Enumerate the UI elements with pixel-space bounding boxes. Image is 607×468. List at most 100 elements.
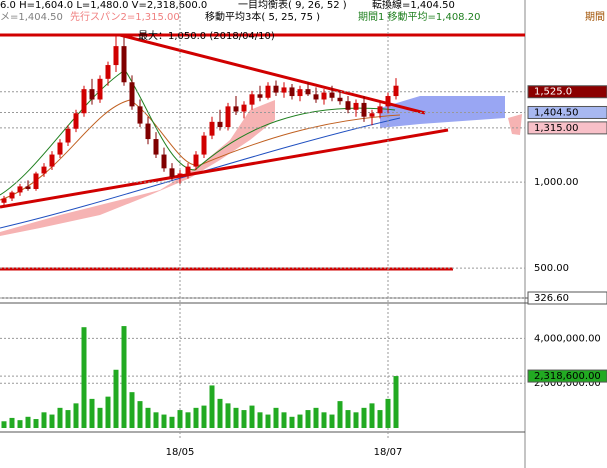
candle-body: [41, 166, 47, 174]
volume-bar: [169, 416, 175, 428]
candle-body: [369, 113, 375, 117]
candle-body: [321, 92, 327, 100]
candle-body: [385, 96, 391, 107]
candle-body: [329, 92, 335, 98]
candle-body: [273, 85, 279, 93]
volume-bar: [65, 410, 71, 428]
volume-bar: [41, 412, 47, 428]
candle-body: [217, 121, 223, 128]
candle-body: [361, 102, 367, 117]
volume-bar: [321, 412, 327, 428]
volume-bar: [81, 327, 87, 428]
volume-bar: [345, 410, 351, 428]
volume-bar: [361, 407, 367, 428]
candle-body: [393, 85, 399, 97]
moving-average: [0, 69, 396, 196]
volume-bar: [337, 401, 343, 428]
volume-bar: [105, 396, 111, 428]
x-tick-label: 18/05: [166, 447, 195, 458]
volume-bar: [369, 403, 375, 428]
volume-bar: [281, 412, 287, 428]
volume-bar: [377, 410, 383, 428]
marker-box: [527, 291, 607, 305]
x-tick-label: 18/07: [374, 447, 403, 458]
moving-average: [0, 99, 401, 201]
candle-body: [289, 87, 295, 97]
volume-bar: [57, 407, 63, 428]
candle-body: [177, 173, 183, 177]
candle-body: [89, 89, 95, 100]
candle-body: [185, 166, 191, 174]
cloud: [508, 114, 522, 135]
volume-bar: [33, 419, 39, 428]
marker-box: [527, 85, 607, 99]
candle-body: [73, 113, 79, 129]
volume-bar: [249, 405, 255, 428]
volume-bar: [113, 369, 119, 428]
candle-body: [65, 128, 71, 143]
trendline: [0, 128, 449, 209]
volume-bar: [217, 398, 223, 428]
candle-body: [145, 123, 151, 140]
marker-box: [527, 121, 607, 135]
header-text: メ=1,404.50: [0, 12, 63, 23]
marker-label: 2,318,600.00: [534, 371, 601, 382]
y-tick-label: 1,000.00: [534, 177, 579, 188]
volume-bar: [225, 403, 231, 428]
volume-bar: [257, 412, 263, 428]
volume-bar: [17, 420, 23, 428]
volume-bar: [193, 407, 199, 428]
annotation: 最大：1,050.0 (2018/04/10): [138, 29, 275, 42]
candle-body: [201, 135, 207, 155]
volume-bar: [9, 417, 15, 428]
candle-body: [233, 106, 239, 112]
volume-bar: [241, 410, 247, 428]
header-text: 期間: [585, 11, 605, 23]
candle-body: [265, 85, 271, 98]
volume-bar: [305, 410, 311, 428]
volume-bar: [233, 407, 239, 428]
candle-body: [1, 198, 7, 203]
volume-bar: [49, 414, 55, 428]
candle-body: [169, 168, 175, 177]
candle-body: [113, 46, 119, 66]
cloud: [380, 96, 505, 128]
volume-bar: [89, 398, 95, 428]
candle-body: [249, 94, 255, 105]
marker-box: [527, 105, 607, 119]
volume-bar: [385, 398, 391, 428]
marker-box: [527, 369, 607, 383]
candle-body: [313, 94, 319, 100]
candle-body: [257, 94, 263, 98]
y-tick-label: 500.00: [534, 263, 569, 274]
volume-bar: [25, 416, 31, 428]
volume-bar: [273, 407, 279, 428]
volume-bar: [185, 412, 191, 428]
y-tick-label: 4,000,000.00: [534, 333, 601, 344]
marker-label: 326.60: [534, 293, 569, 304]
candle-body: [97, 78, 103, 100]
candle-body: [297, 89, 303, 97]
volume-bar: [393, 376, 399, 428]
volume-bar: [161, 414, 167, 428]
candle-body: [33, 173, 39, 189]
volume-bar: [1, 421, 7, 428]
candle-body: [121, 46, 127, 83]
candle-body: [377, 106, 383, 114]
candle-body: [161, 154, 167, 169]
header-text: 先行スパン2=1,315.00: [70, 10, 180, 23]
volume-bar: [265, 414, 271, 428]
candle-body: [17, 186, 23, 193]
volume-bar: [137, 401, 143, 428]
candle-body: [337, 97, 343, 102]
header-text: 6.0 H=1,604.0 L=1,480.0 V=2,318,600.0: [0, 0, 207, 11]
volume-bar: [73, 403, 79, 428]
candle-body: [281, 87, 287, 93]
candle-body: [129, 82, 135, 107]
header-text: 移動平均3本( 5, 25, 75 ): [205, 10, 320, 23]
candle-body: [209, 121, 215, 136]
volume-bar: [129, 392, 135, 428]
candle-body: [345, 101, 351, 110]
